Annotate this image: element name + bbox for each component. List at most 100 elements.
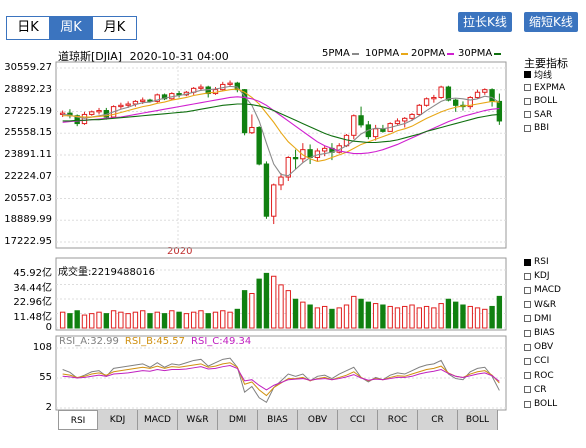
volume-bar	[387, 305, 393, 329]
volume-bar	[438, 303, 444, 329]
volume-bar	[292, 298, 299, 329]
rsi-line-rsi-b	[62, 362, 500, 397]
sub-indicator-cr[interactable]: CR	[524, 384, 547, 396]
main-indicator--[interactable]: 均线	[524, 68, 552, 81]
checkbox-icon	[524, 343, 531, 351]
sub-indicator-boll[interactable]: BOLL	[524, 398, 557, 410]
side-item-label: MACD	[534, 285, 561, 296]
volume-bar	[321, 305, 328, 329]
checkbox-icon	[524, 111, 531, 118]
volume-bar	[227, 311, 233, 329]
candle-body	[249, 126, 255, 134]
indicator-tab-dmi[interactable]: DMI	[218, 410, 258, 430]
candle-body	[372, 128, 379, 138]
volume-bar	[336, 307, 342, 329]
volume-bar	[372, 303, 379, 329]
indicator-tab-cci[interactable]: CCI	[338, 410, 378, 430]
sub-indicator-bias[interactable]: BIAS	[524, 327, 555, 339]
candle-body	[489, 89, 495, 102]
extend-k-button[interactable]: 拉长K线	[458, 12, 512, 32]
ma-line-10pma	[62, 88, 500, 162]
volume-bar	[249, 293, 255, 329]
candle-body	[81, 113, 88, 125]
sub-indicator-kdj[interactable]: KDJ	[524, 270, 550, 282]
volume-bar	[380, 304, 386, 329]
checkbox-icon	[524, 286, 531, 294]
tab-month-k[interactable]: 月K	[93, 17, 136, 39]
period-tabs: 日K 周K 月K	[6, 16, 137, 40]
rsi-c-label: RSI_C:49.34	[191, 336, 252, 347]
indicator-tab-obv[interactable]: OBV	[298, 410, 338, 430]
indicator-tab-rsi[interactable]: RSI	[58, 410, 98, 430]
volume-bar	[176, 311, 182, 329]
candle-body	[453, 99, 459, 106]
candle-body	[74, 115, 80, 125]
indicator-tab-macd[interactable]: MACD	[138, 410, 178, 430]
rsi-tick-label: 108	[32, 342, 52, 353]
candle-body	[271, 184, 277, 217]
ma-legend-5: 5PMA	[322, 48, 359, 59]
indicator-tab-w-r[interactable]: W&R	[178, 410, 218, 430]
volume-bar	[118, 311, 124, 329]
ma-legend-label: 30PMA	[458, 48, 493, 59]
checkbox-icon	[524, 70, 531, 78]
volume-bar	[482, 308, 488, 329]
shrink-k-button[interactable]: 缩短K线	[524, 12, 578, 32]
ma-swatch	[401, 52, 409, 55]
sub-indicator-macd[interactable]: MACD	[524, 284, 561, 296]
tab-day-k[interactable]: 日K	[7, 17, 50, 39]
volume-bar	[234, 308, 241, 329]
price-tick-label: 20557.03	[4, 192, 52, 204]
volume-label: 成交量:2219488016	[58, 267, 155, 278]
ma-swatch	[447, 52, 455, 55]
indicator-tab-cr[interactable]: CR	[418, 410, 458, 430]
candle-body	[132, 100, 139, 105]
side-item-label: EXPMA	[534, 82, 566, 93]
side-item-label: BOLL	[534, 399, 558, 409]
volume-bar	[460, 304, 466, 329]
main-indicator-bbi[interactable]: BBI	[524, 122, 549, 134]
candle-body	[307, 149, 313, 158]
checkbox-icon	[524, 400, 531, 408]
volume-bar	[285, 290, 291, 329]
sub-indicator-obv[interactable]: OBV	[524, 341, 553, 353]
indicator-tabs: RSI KDJ MACD W&R DMI BIAS OBV CCI ROC CR BOLL	[58, 410, 498, 430]
volume-bar	[140, 310, 146, 329]
tab-week-k[interactable]: 周K	[50, 17, 93, 39]
volume-bar	[467, 305, 473, 329]
volume-tick-label: 34.44亿	[13, 282, 52, 294]
sub-indicator-w-r[interactable]: W&R	[524, 299, 556, 311]
sub-indicator-cci[interactable]: CCI	[524, 355, 549, 367]
main-indicator-sar[interactable]: SAR	[524, 109, 552, 121]
rsi-tick-label: 2	[45, 402, 52, 413]
volume-tick-label: 11.48亿	[13, 311, 52, 323]
volume-tick-label: 45.92亿	[13, 268, 52, 279]
candle-body	[227, 82, 233, 85]
indicator-tab-roc[interactable]: ROC	[378, 410, 418, 430]
volume-bar	[496, 295, 503, 329]
price-tick-label: 23891.11	[4, 149, 52, 160]
sub-indicator-rsi[interactable]: RSI	[524, 256, 549, 268]
ma-legend-label: 5PMA	[322, 48, 350, 59]
volume-bar	[409, 304, 415, 329]
indicator-tab-boll[interactable]: BOLL	[458, 410, 498, 430]
candle-body	[147, 99, 153, 102]
volume-bar	[263, 272, 270, 329]
indicator-tab-bias[interactable]: BIAS	[258, 410, 298, 430]
indicator-tab-kdj[interactable]: KDJ	[98, 410, 138, 430]
sub-indicator-roc[interactable]: ROC	[524, 370, 554, 382]
candle-body	[89, 111, 95, 115]
volume-bar	[365, 301, 372, 329]
ma-legend-20: 20PMA	[411, 48, 455, 59]
ma-legend-30: 30PMA	[458, 48, 502, 59]
checkbox-icon	[524, 329, 531, 337]
price-tick-label: 27225.19	[4, 105, 52, 117]
candle-body	[278, 176, 284, 186]
main-indicators-title: 主要指标	[524, 57, 568, 70]
main-indicator-expma[interactable]: EXPMA	[524, 82, 565, 94]
sub-indicator-dmi[interactable]: DMI	[524, 313, 551, 325]
price-tick-label: 30559.27	[4, 62, 52, 73]
volume-bar	[431, 307, 437, 329]
main-indicator-boll[interactable]: BOLL	[524, 95, 557, 107]
volume-panel-frame	[55, 257, 507, 331]
